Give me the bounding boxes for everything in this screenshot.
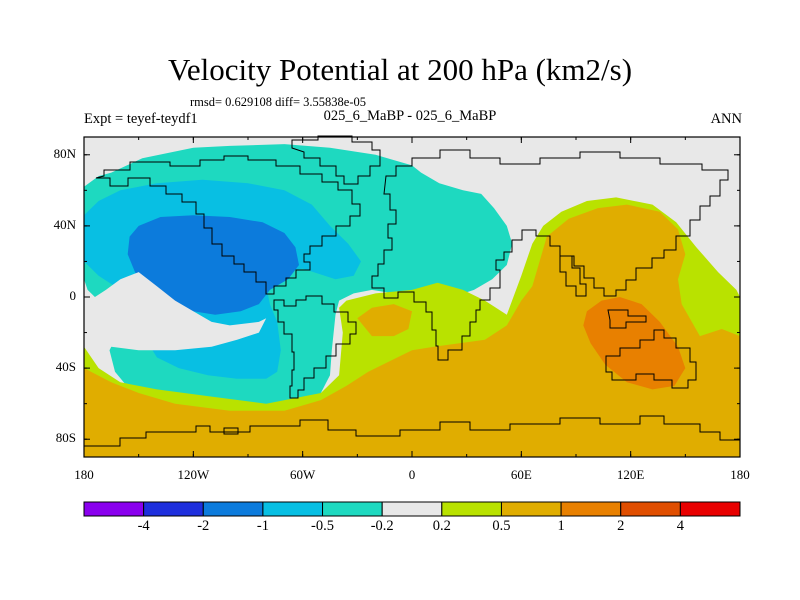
x-tick-label: 0	[408, 467, 416, 482]
colorbar-swatch	[441, 501, 502, 517]
colorbar-swatch	[381, 501, 443, 517]
y-tick-label: 80N	[53, 145, 76, 161]
experiment-label: Expt = teyef-teydf1	[84, 111, 198, 127]
x-tick-label: 120E	[616, 467, 645, 482]
coastline-australia	[605, 329, 697, 389]
colorbar-label: 4	[676, 518, 684, 534]
contour-region-2	[127, 215, 299, 315]
colorbar-label: -1	[256, 518, 269, 534]
contour-region-7	[84, 272, 267, 351]
coastline-antarctic-island	[223, 427, 239, 435]
colorbar-swatch	[143, 501, 204, 517]
season-label: ANN	[710, 111, 742, 127]
coastline-africa-eurasia	[371, 149, 729, 361]
coastline-maritime	[607, 309, 647, 329]
x-tick-label: 180	[74, 467, 94, 482]
colorbar-label: 0.2	[432, 518, 451, 534]
x-tick-label: 120W	[177, 467, 210, 482]
coastline-north-america	[95, 155, 361, 295]
coastline-antarctica	[84, 415, 740, 447]
colorbar	[83, 501, 741, 517]
contour-fills	[84, 137, 740, 457]
y-tick-label: 0	[69, 288, 77, 303]
contour-region-6	[583, 297, 686, 390]
colorbar-swatch	[679, 501, 741, 517]
x-tick-label: 180	[730, 467, 750, 482]
coastlines	[84, 135, 740, 447]
period-label: 025_6_MaBP - 025_6_MaBP	[323, 108, 497, 124]
colorbar-swatch	[560, 501, 622, 517]
colorbar-label: -0.2	[370, 518, 394, 534]
colorbar-label: -2	[197, 518, 210, 534]
x-tick-label: 60W	[290, 467, 316, 482]
colorbar-label: 1	[557, 518, 565, 534]
colorbar-swatch	[500, 501, 562, 517]
contour-region-5	[357, 304, 412, 337]
coastline-south-america	[273, 295, 357, 399]
chart-title: Velocity Potential at 200 hPa (km2/s)	[167, 52, 633, 87]
y-tick-label: 40N	[53, 216, 76, 232]
colorbar-label: 0.5	[492, 518, 511, 534]
colorbar-swatch	[262, 501, 324, 517]
colorbar-label: -4	[137, 518, 150, 534]
colorbar-swatch	[620, 501, 681, 517]
colorbar-label: -0.5	[311, 518, 335, 534]
coastline-india	[559, 255, 587, 297]
y-tick-label: 80S	[55, 430, 76, 446]
y-tick-label: 40S	[55, 359, 76, 375]
colorbar-swatch	[83, 501, 145, 517]
colorbar-swatch	[322, 501, 383, 517]
colorbar-swatch	[202, 501, 264, 517]
coastline-greenland	[291, 135, 381, 185]
x-tick-label: 60E	[510, 467, 532, 482]
colorbar-label: 2	[617, 518, 625, 534]
stats-text: rmsd= 0.629108 diff= 3.55838e-05	[190, 95, 367, 109]
